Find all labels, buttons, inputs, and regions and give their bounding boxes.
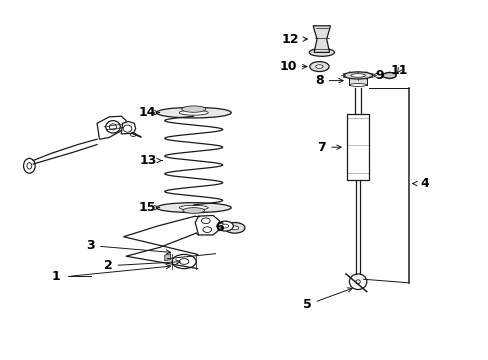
Text: 6: 6 bbox=[215, 221, 223, 234]
Ellipse shape bbox=[203, 227, 211, 233]
Text: 10: 10 bbox=[279, 60, 306, 73]
Ellipse shape bbox=[201, 218, 210, 224]
Polygon shape bbox=[97, 116, 126, 139]
Ellipse shape bbox=[222, 224, 228, 228]
Ellipse shape bbox=[315, 65, 323, 68]
FancyBboxPatch shape bbox=[349, 76, 366, 85]
Text: 13: 13 bbox=[139, 154, 162, 167]
Ellipse shape bbox=[183, 208, 204, 213]
FancyBboxPatch shape bbox=[347, 114, 368, 180]
Ellipse shape bbox=[349, 84, 366, 86]
Ellipse shape bbox=[309, 62, 328, 72]
Ellipse shape bbox=[27, 163, 32, 169]
Polygon shape bbox=[121, 122, 136, 134]
Ellipse shape bbox=[156, 203, 231, 213]
Text: 4: 4 bbox=[419, 177, 428, 190]
Polygon shape bbox=[195, 215, 219, 235]
Text: 1: 1 bbox=[51, 270, 60, 283]
Text: 2: 2 bbox=[103, 259, 180, 272]
Text: 7: 7 bbox=[317, 141, 341, 154]
Ellipse shape bbox=[350, 74, 365, 77]
Ellipse shape bbox=[179, 259, 188, 264]
Ellipse shape bbox=[343, 72, 372, 79]
Ellipse shape bbox=[308, 49, 334, 56]
Text: 5: 5 bbox=[303, 288, 351, 311]
Text: 8: 8 bbox=[314, 74, 343, 87]
Ellipse shape bbox=[23, 158, 35, 173]
Polygon shape bbox=[164, 254, 170, 261]
Ellipse shape bbox=[230, 226, 238, 230]
Ellipse shape bbox=[217, 221, 233, 231]
Ellipse shape bbox=[156, 107, 231, 118]
Ellipse shape bbox=[382, 73, 395, 78]
Ellipse shape bbox=[179, 110, 208, 115]
Ellipse shape bbox=[224, 222, 244, 233]
Text: 3: 3 bbox=[86, 239, 170, 254]
Text: 12: 12 bbox=[281, 33, 307, 46]
Text: 15: 15 bbox=[139, 201, 159, 214]
Ellipse shape bbox=[181, 106, 205, 112]
Ellipse shape bbox=[349, 75, 366, 77]
Text: 11: 11 bbox=[389, 64, 407, 77]
Ellipse shape bbox=[105, 121, 120, 133]
Ellipse shape bbox=[172, 255, 196, 269]
Ellipse shape bbox=[179, 205, 208, 210]
Polygon shape bbox=[312, 26, 330, 53]
Ellipse shape bbox=[130, 133, 136, 136]
Ellipse shape bbox=[109, 124, 117, 130]
Text: 14: 14 bbox=[139, 106, 159, 119]
Text: 9: 9 bbox=[372, 69, 384, 82]
Ellipse shape bbox=[123, 125, 132, 132]
